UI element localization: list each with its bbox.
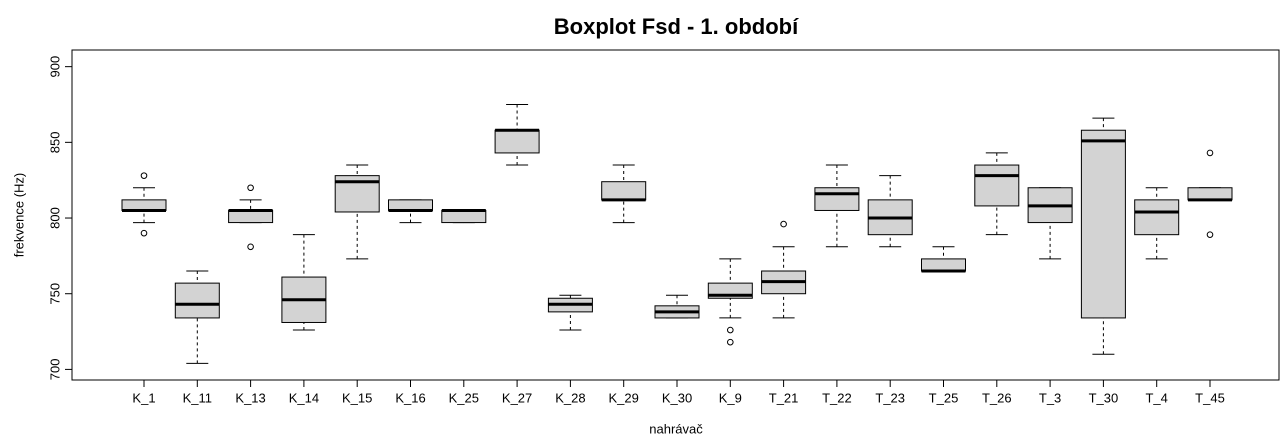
box	[974, 164, 1020, 207]
x-tick-label: T_26	[982, 390, 1012, 405]
box	[441, 209, 487, 224]
x-tick-label: T_21	[769, 390, 799, 405]
x-tick-label: K_25	[449, 390, 479, 405]
x-tick-label: K_27	[502, 390, 532, 405]
box	[388, 199, 433, 211]
box	[1080, 129, 1126, 319]
x-tick-label: K_29	[609, 390, 639, 405]
x-tick-label: K_1	[132, 390, 155, 405]
box	[921, 258, 966, 272]
box	[228, 209, 274, 224]
plot-frame	[71, 49, 1280, 381]
y-tick-label: 900	[47, 56, 62, 78]
outlier	[1206, 231, 1214, 238]
outlier	[727, 326, 734, 334]
chart-title: Boxplot Fsd - 1. období	[554, 14, 799, 39]
outlier	[247, 184, 254, 192]
box	[601, 181, 647, 201]
x-tick-label: K_30	[662, 390, 692, 405]
y-axis-label: frekvence (Hz)	[11, 173, 26, 258]
box	[494, 129, 540, 154]
x-tick-label: T_45	[1195, 390, 1225, 405]
x-tick-label: K_14	[289, 390, 319, 405]
x-tick-label: T_30	[1089, 390, 1119, 405]
x-tick-label: T_22	[822, 390, 852, 405]
box	[1187, 187, 1233, 201]
x-tick-label: T_23	[875, 390, 905, 405]
x-tick-label: K_13	[235, 390, 265, 405]
outlier	[247, 243, 254, 251]
x-axis-label: nahrávač	[649, 421, 703, 436]
box	[174, 282, 220, 319]
outlier	[140, 172, 148, 179]
y-tick-label: 700	[47, 359, 62, 381]
x-tick-label: K_28	[555, 390, 585, 405]
outlier	[1206, 149, 1214, 157]
x-tick-label: K_16	[395, 390, 425, 405]
x-tick-label: K_11	[183, 390, 212, 405]
x-tick-label: K_15	[342, 390, 372, 405]
outlier	[780, 220, 787, 228]
x-tick-label: T_3	[1039, 390, 1061, 405]
outlier	[727, 338, 734, 346]
y-tick-label: 750	[47, 283, 62, 305]
box	[814, 187, 860, 211]
x-tick-label: K_9	[719, 390, 742, 405]
box	[121, 199, 167, 211]
x-tick-label: T_4	[1145, 390, 1167, 405]
outlier	[140, 229, 148, 237]
y-tick-label: 850	[47, 131, 62, 153]
y-tick-label: 800	[47, 207, 62, 229]
box	[1134, 199, 1180, 236]
x-tick-label: T_25	[929, 390, 959, 405]
